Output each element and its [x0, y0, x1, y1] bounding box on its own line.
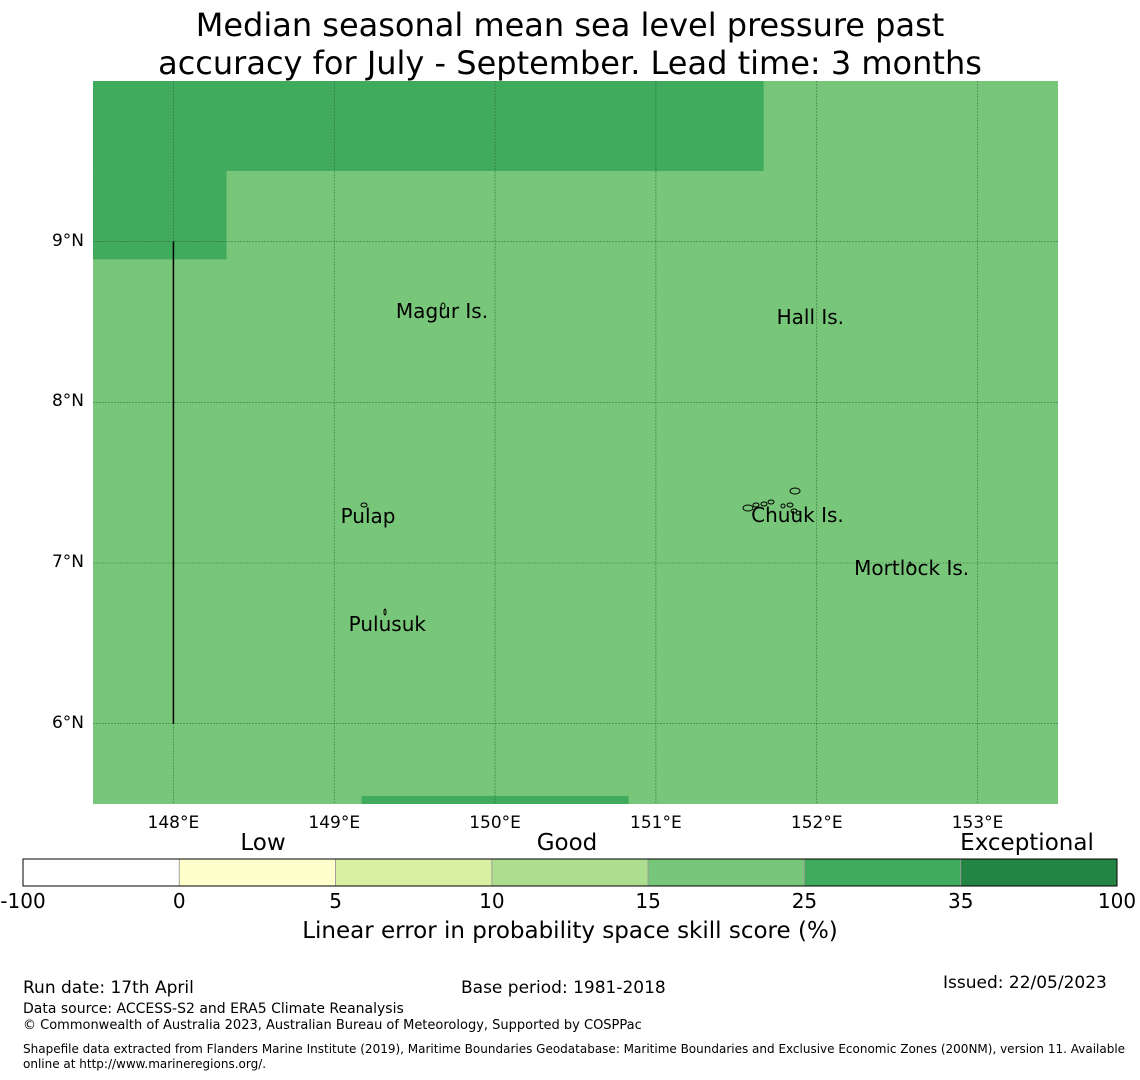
colorbar-tick-label: 0	[172, 889, 186, 913]
place-label: Mortlock Is.	[854, 555, 970, 580]
colorbar-segment	[960, 858, 1118, 887]
colorbar-category-exceptional: Exceptional	[960, 830, 1094, 856]
island-outline	[767, 499, 775, 505]
lat-tick-label: 8°N	[51, 391, 84, 412]
lon-tick-label: 151°E	[630, 813, 682, 833]
colorbar-label: Linear error in probability space skill …	[302, 918, 838, 944]
colorbar-tick-label: 35	[947, 889, 974, 913]
colorbar-tick-label: 15	[635, 889, 661, 913]
colorbar-segment	[22, 858, 180, 887]
island-outline	[760, 501, 768, 507]
lon-tick-label: 148°E	[147, 813, 200, 833]
lon-tick-label: 153°E	[951, 813, 1004, 833]
lat-tick-label: 9°N	[51, 230, 84, 251]
colorbar-segment	[178, 858, 336, 887]
lon-tick-label: 150°E	[469, 813, 521, 833]
colorbar-tick-label: 25	[791, 889, 818, 913]
colorbar-tick-label: 10	[479, 889, 505, 913]
island-outline	[752, 502, 760, 508]
island-outline	[908, 561, 912, 567]
colorbar-segment	[804, 858, 962, 887]
colorbar-segment	[335, 858, 493, 887]
island-outline	[360, 502, 368, 508]
run-date: Run date: 17th April	[23, 978, 194, 998]
place-label: Chuuk Is.	[751, 502, 844, 527]
colorbar-segment	[491, 858, 649, 887]
shapefile-credit-line1: Shapefile data extracted from Flanders M…	[23, 1042, 1126, 1056]
base-period: Base period: 1981-2018	[461, 978, 666, 998]
issued-date: Issued: 22/05/2023	[943, 973, 1107, 993]
island-outline	[440, 302, 446, 310]
colorbar-frame	[22, 858, 1118, 887]
colorbar-tick-label: 100	[1097, 889, 1137, 913]
island-outline	[789, 487, 801, 495]
colorbar-tick-label: -100	[0, 889, 46, 913]
place-label: Pulusuk	[348, 612, 426, 637]
island-outline	[786, 502, 794, 508]
map-background	[93, 81, 1058, 804]
place-label: Pulap	[340, 504, 396, 529]
shapefile-credit-line2: online at http://www.marineregions.org/.	[23, 1057, 267, 1071]
island-outline	[742, 504, 754, 512]
colorbar-segment	[647, 858, 805, 887]
lat-tick-label: 7°N	[51, 552, 84, 572]
copyright: © Commonwealth of Australia 2023, Austra…	[23, 1018, 642, 1033]
lon-tick-label: 149°E	[308, 813, 361, 833]
skill-region-1	[93, 170, 227, 260]
place-label: Magur Is.	[395, 298, 489, 323]
island-outline	[795, 510, 801, 516]
data-source: Data source: ACCESS-S2 and ERA5 Climate …	[23, 1001, 404, 1017]
colorbar-tick-label: 5	[329, 889, 342, 913]
island-outline	[780, 503, 786, 509]
colorbar-category-good: Good	[536, 830, 598, 856]
place-label: Hall Is.	[776, 305, 845, 330]
skill-region-0	[93, 81, 764, 171]
lat-tick-label: 6°N	[51, 712, 84, 733]
chart-title-line1: Median seasonal mean sea level pressure …	[195, 6, 945, 44]
colorbar-category-low: Low	[240, 830, 286, 856]
lon-tick-label: 152°E	[790, 813, 843, 833]
chart-title-line2: accuracy for July - September. Lead time…	[158, 44, 982, 82]
island-outline	[383, 608, 387, 616]
